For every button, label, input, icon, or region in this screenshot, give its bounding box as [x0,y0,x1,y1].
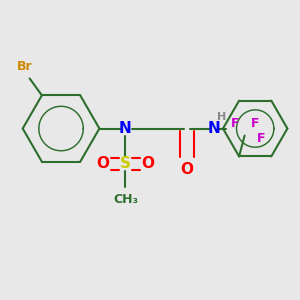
Text: F: F [251,117,260,130]
Text: N: N [207,121,220,136]
Text: Br: Br [17,60,33,73]
Text: F: F [231,117,239,130]
Text: N: N [119,121,132,136]
Text: CH₃: CH₃ [113,193,138,206]
Text: H: H [218,112,227,122]
Text: O: O [97,156,110,171]
Text: F: F [257,132,266,145]
Text: O: O [141,156,154,171]
Text: S: S [120,156,131,171]
Text: O: O [180,162,193,177]
